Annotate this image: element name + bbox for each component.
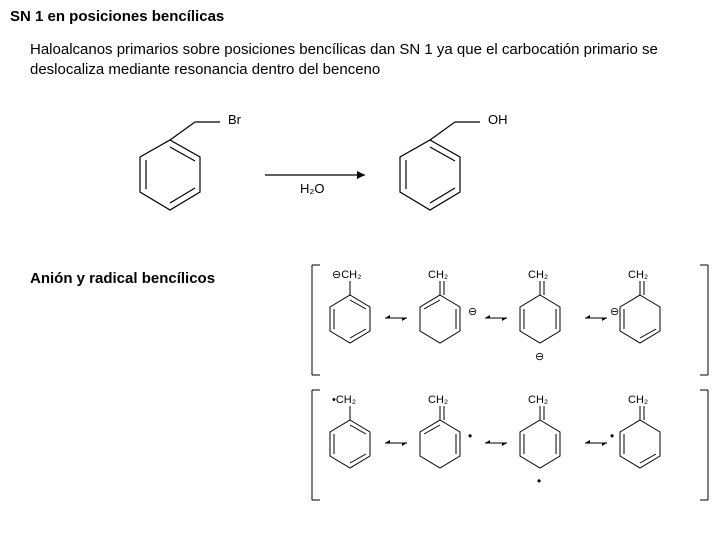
res1-charge-2: ⊖ — [535, 351, 544, 363]
res1-label-0: ⊖CH₂ — [332, 269, 361, 281]
res1-label-3: CH₂ — [628, 269, 648, 281]
res2-label-0: •CH₂ — [332, 394, 356, 406]
res2-label-3: CH₂ — [628, 394, 648, 406]
resonance-anion: ⊖CH₂ CH₂ ⊖ C — [310, 260, 710, 380]
res1-charge-3: ⊖ — [610, 306, 619, 318]
reaction-diagram: Br H₂O OH — [100, 100, 530, 230]
res1-label-2: CH₂ — [528, 269, 548, 281]
res1-charge-1: ⊖ — [468, 306, 477, 318]
intro-paragraph: Haloalcanos primarios sobre posiciones b… — [30, 40, 690, 79]
page-title: SN 1 en posiciones bencílicas — [10, 8, 224, 25]
reactant-label: Br — [228, 112, 242, 127]
product-label: OH — [488, 112, 508, 127]
res1-label-1: CH₂ — [428, 269, 448, 281]
res2-charge-2: • — [537, 474, 541, 488]
res2-label-2: CH₂ — [528, 394, 548, 406]
subheading: Anión y radical bencílicos — [30, 270, 215, 287]
res2-charge-1: • — [468, 429, 472, 443]
reagent-label: H₂O — [300, 181, 325, 196]
res2-charge-3: • — [610, 429, 614, 443]
res2-label-1: CH₂ — [428, 394, 448, 406]
resonance-radical: •CH₂ CH₂ • CH₂ • — [310, 385, 710, 505]
